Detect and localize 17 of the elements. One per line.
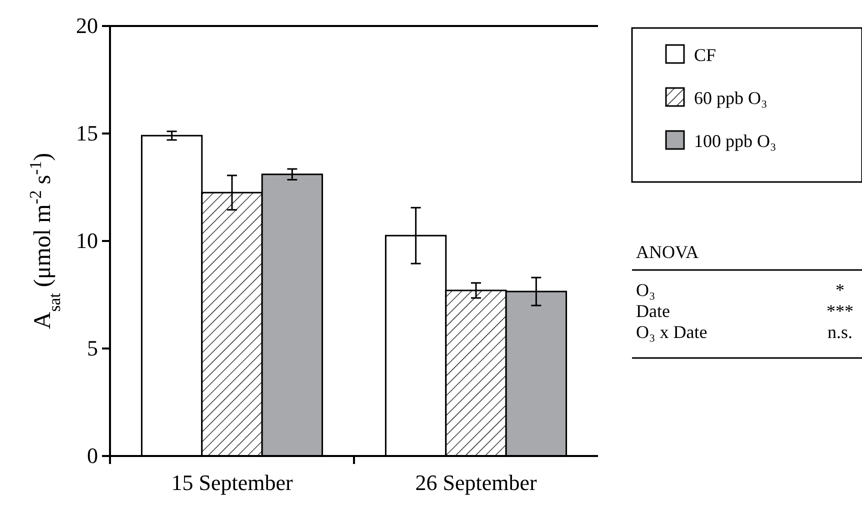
text: O₃ x Date [636,322,708,342]
text: O₃ [636,280,656,300]
y-tick-label: 20 [76,13,98,38]
y-tick-label: 10 [76,228,98,253]
text: n.s. [827,322,853,342]
x-tick-label: 15 September [171,470,294,495]
text: ANOVA [636,242,699,262]
text: *** [826,301,854,321]
legend-label: 60 ppb O₃ [694,88,768,108]
legend-label: 100 ppb O₃ [694,131,776,151]
y-tick-label: 15 [76,120,98,146]
y-tick-label: 5 [87,336,98,360]
y-tick-label: 0 [87,443,98,468]
legend-label: CF [694,45,716,65]
text: * [836,280,844,300]
x-tick-label: 26 September [415,470,538,495]
text: Date [636,301,670,321]
